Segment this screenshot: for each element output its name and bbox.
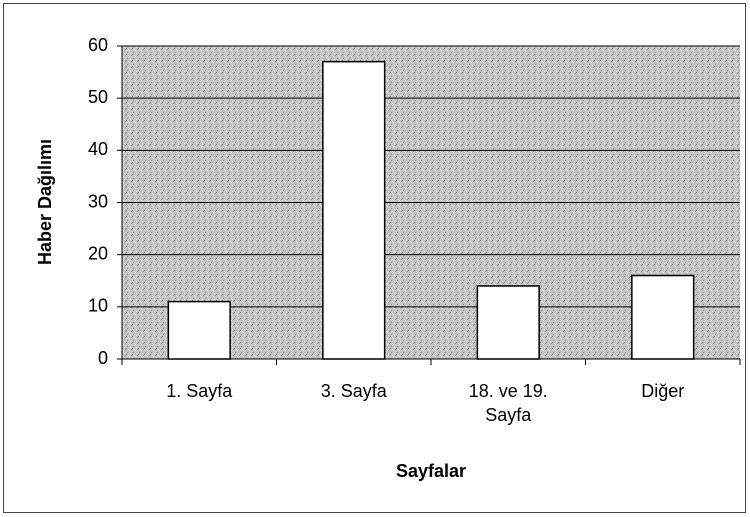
y-axis-label: Haber Dağılımı — [35, 139, 55, 265]
bar — [167, 300, 231, 360]
y-tick-label: 60 — [88, 35, 108, 55]
x-tick-label: Diğer — [641, 381, 685, 401]
y-tick-label: 10 — [88, 296, 108, 316]
y-tick-label: 40 — [88, 139, 108, 159]
y-tick-label: 30 — [88, 191, 108, 211]
bar — [476, 285, 540, 360]
y-tick-label: 50 — [88, 87, 108, 107]
x-tick-label: 1. Sayfa — [166, 381, 233, 401]
x-tick-label: 18. ve 19. Sayfa — [468, 381, 548, 425]
x-tick-label: 3. Sayfa — [320, 381, 387, 401]
y-tick-label: 20 — [88, 243, 108, 263]
y-tick-label: 0 — [98, 348, 108, 368]
bar — [322, 60, 386, 360]
x-axis-label: Sayfalar — [396, 461, 466, 481]
bar — [631, 274, 695, 360]
